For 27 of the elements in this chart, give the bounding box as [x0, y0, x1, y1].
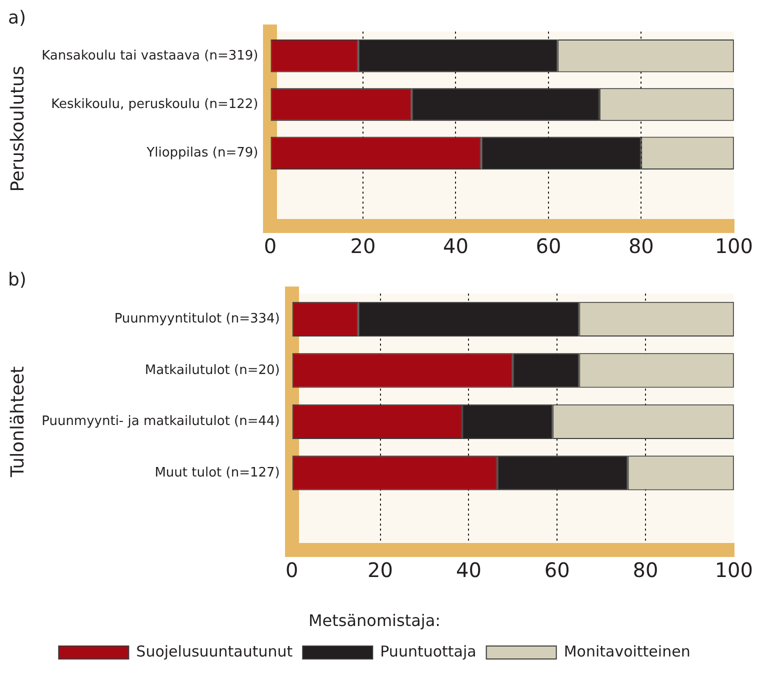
y-tick-label: Kansakoulu tai vastaava (n=319) — [42, 48, 258, 64]
y-tick-label: Matkailutulot (n=20) — [144, 362, 280, 378]
text: a) — [8, 7, 26, 28]
x-tick-label: 0 — [286, 558, 298, 582]
x-tick-label: 60 — [544, 558, 570, 582]
y-tick-label: Muut tulot (n=127) — [154, 465, 280, 480]
y-tick-label: Puunmyynti- ja matkailutulot (n=44) — [42, 414, 280, 430]
legend-title: Metsänomistaja: — [308, 610, 441, 630]
legend-label: Puuntuottaja — [380, 642, 476, 660]
legend-label: Monitavoitteinen — [564, 642, 690, 660]
y-tick-label: Ylioppilas (n=79) — [146, 145, 258, 160]
legend-label: Suojelusuuntautunut — [136, 642, 293, 660]
y-tick-label: Puunmyyntitulot (n=334) — [114, 312, 280, 327]
x-tick-label: 40 — [442, 234, 468, 258]
x-tick-label: 60 — [536, 234, 562, 258]
y-axis-title: Tulonlähteet — [7, 366, 28, 478]
x-tick-label: 100 — [714, 234, 754, 258]
x-tick-label: 100 — [714, 558, 754, 582]
x-tick-label: 40 — [456, 558, 482, 582]
text: b) — [8, 269, 26, 290]
x-tick-label: 80 — [628, 234, 654, 258]
y-tick-label: Keskikoulu, peruskoulu (n=122) — [51, 96, 258, 112]
x-tick-label: 20 — [350, 234, 376, 258]
x-tick-label: 80 — [632, 558, 658, 582]
x-tick-label: 20 — [368, 558, 393, 582]
y-axis-title: Peruskoulutus — [7, 66, 28, 192]
x-tick-label: 0 — [264, 234, 277, 258]
